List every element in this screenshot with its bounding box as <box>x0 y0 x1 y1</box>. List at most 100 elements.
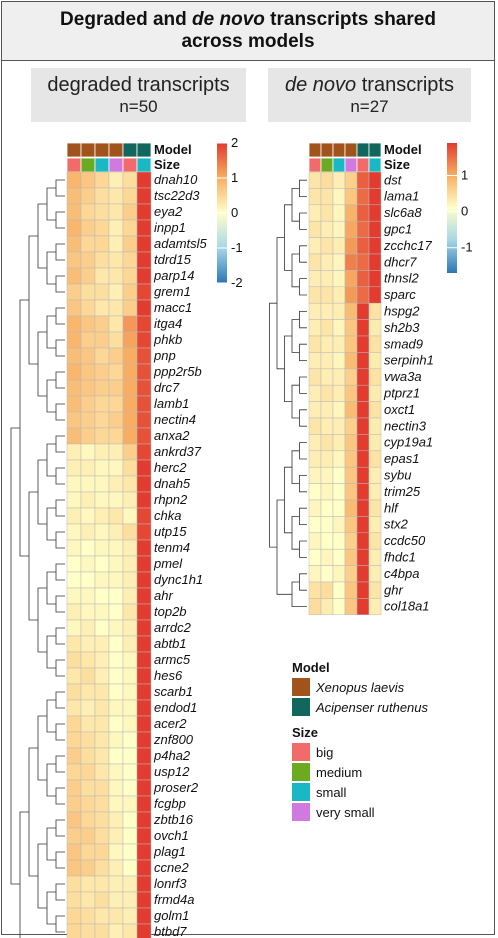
degraded-heatmap-cell <box>122 699 138 717</box>
degraded-heatmap-cell <box>122 171 138 189</box>
denovo-row-label: serpinh1 <box>384 353 434 368</box>
denovo-heatmap-cell <box>332 466 346 484</box>
denovo-heatmap-cell <box>356 352 370 370</box>
degraded-dendrogram-branch <box>55 755 65 773</box>
degraded-dendrogram-branch <box>55 467 65 485</box>
degraded-heatmap-cell <box>66 811 82 829</box>
degraded-row-label: p4ha2 <box>153 748 191 763</box>
degraded-size-annotation-cell <box>136 157 152 173</box>
degraded-heatmap-cell <box>66 779 82 797</box>
denovo-heatmap-cell <box>320 352 334 370</box>
degraded-heatmap-cell <box>108 523 124 541</box>
denovo-dendrogram-branch <box>299 409 307 427</box>
denovo-heatmap-cell <box>308 499 322 517</box>
denovo-dendrogram-branch <box>299 573 307 591</box>
denovo-heatmap-cell <box>332 237 346 255</box>
degraded-heatmap-cell <box>94 363 110 381</box>
denovo-heatmap-cell <box>332 384 346 402</box>
degraded-dendrogram-branch <box>55 499 65 517</box>
denovo-heatmap-cell <box>344 237 358 255</box>
degraded-row-label: eya2 <box>154 204 183 219</box>
degraded-heatmap-cell <box>122 635 138 653</box>
denovo-dendrogram-branch <box>299 376 307 394</box>
degraded-dendrogram-branch <box>46 251 56 285</box>
denovo-dendrogram-branch <box>284 466 292 534</box>
degraded-heatmap-cell <box>122 779 138 797</box>
denovo-heatmap-cell <box>332 434 346 452</box>
denovo-heatmap-cell <box>368 516 382 534</box>
denovo-heatmap-cell <box>356 335 370 353</box>
degraded-row-label: arrdc2 <box>154 620 192 635</box>
degraded-heatmap-cell <box>108 203 124 221</box>
degraded-row-dendrogram <box>10 179 65 938</box>
denovo-dendrogram-branch <box>299 540 307 558</box>
denovo-dendrogram-branch <box>291 450 300 484</box>
title-part-1: Degraded and <box>60 9 193 30</box>
denovo-heatmap-cell <box>344 516 358 534</box>
degraded-heatmap-cell <box>136 507 152 525</box>
degraded-dendrogram-branch <box>46 571 56 605</box>
denovo-heatmap-cell <box>308 368 322 386</box>
title-part-2: transcripts shared <box>264 9 436 30</box>
degraded-heatmap-cell <box>108 267 124 285</box>
degraded-heatmap-cell <box>80 795 96 813</box>
degraded-heatmap-cell <box>66 859 82 877</box>
degraded-heatmap-cell <box>66 555 82 573</box>
degraded-heatmap-cell <box>94 699 110 717</box>
degraded-heatmap-cell <box>122 859 138 877</box>
denovo-heatmap-cell <box>344 565 358 583</box>
denovo-row-label: dst <box>384 172 403 187</box>
degraded-heatmap-cell <box>80 395 96 413</box>
degraded-dendrogram-branch <box>37 843 47 909</box>
degraded-row-label: ovch1 <box>154 828 189 843</box>
denovo-model-annotation-cell <box>368 142 382 158</box>
legend-model-swatch <box>292 698 310 716</box>
degraded-heatmap-cell <box>108 651 124 669</box>
degraded-dendrogram-branch <box>37 587 47 653</box>
denovo-panel-count: n=27 <box>350 97 389 116</box>
degraded-dendrogram-branch <box>46 315 56 349</box>
degraded-heatmap-cell <box>66 603 82 621</box>
degraded-heatmap-cell <box>122 411 138 429</box>
degraded-heatmap-cell <box>108 379 124 397</box>
denovo-heatmap-cell <box>320 598 334 616</box>
degraded-heatmap-cell <box>122 875 138 893</box>
degraded-heatmap-cell <box>136 235 152 253</box>
degraded-heatmap-cell <box>136 811 152 829</box>
denovo-model-annotation-cell <box>308 142 322 158</box>
degraded-heatmap-cell <box>66 347 82 365</box>
degraded-row-label: dnah5 <box>154 476 191 491</box>
title-bar: Degraded and de novo transcripts shared … <box>2 2 494 61</box>
degraded-heatmap-cell <box>66 219 82 237</box>
denovo-heatmap-cell <box>320 483 334 501</box>
degraded-heatmap-cell <box>136 187 152 205</box>
denovo-heatmap-cell <box>344 466 358 484</box>
degraded-heatmap-cell <box>94 539 110 557</box>
degraded-heatmap-cell <box>136 779 152 797</box>
degraded-row-label: endod1 <box>154 700 197 715</box>
degraded-heatmap-cell <box>108 539 124 557</box>
denovo-dendrogram-branch <box>291 253 300 288</box>
degraded-row-label: usp12 <box>154 764 190 779</box>
degraded-heatmap-cell <box>122 187 138 205</box>
degraded-colorbar-tick-label: 2 <box>231 135 238 150</box>
degraded-heatmap-cell <box>108 715 124 733</box>
degraded-heatmap-cell <box>94 619 110 637</box>
denovo-model-annotation-label: Model <box>384 142 422 157</box>
degraded-heatmap-cell <box>94 283 110 301</box>
denovo-heatmap-cell <box>308 286 322 304</box>
degraded-heatmap-cell <box>94 859 110 877</box>
degraded-heatmap-cell <box>108 555 124 573</box>
denovo-heatmap-cell <box>368 450 382 468</box>
degraded-heatmap-cell <box>94 331 110 349</box>
degraded-heatmap-cell <box>108 795 124 813</box>
degraded-row-label: anxa2 <box>154 428 190 443</box>
denovo-heatmap-cell <box>368 548 382 566</box>
degraded-heatmap-cell <box>122 235 138 253</box>
degraded-heatmap-cell <box>66 731 82 749</box>
degraded-dendrogram-branch <box>55 691 65 709</box>
denovo-heatmap-cell <box>332 548 346 566</box>
degraded-heatmap-cell <box>108 699 124 717</box>
denovo-model-annotation-cell <box>332 142 346 158</box>
degraded-heatmap-cell <box>80 187 96 205</box>
